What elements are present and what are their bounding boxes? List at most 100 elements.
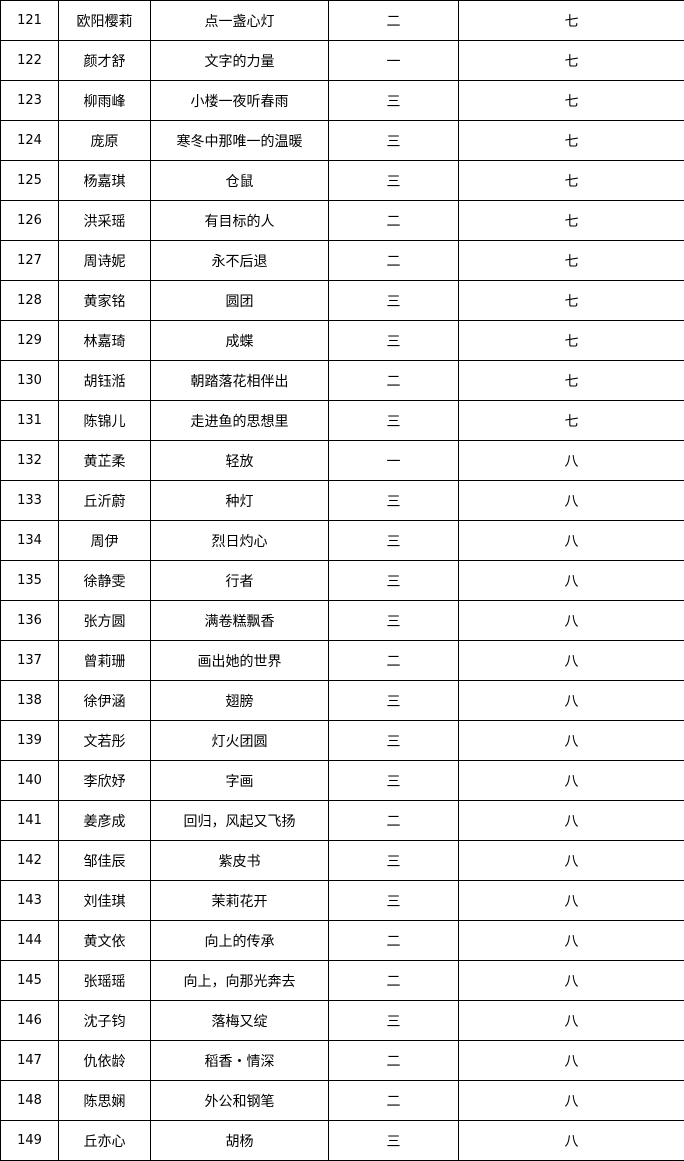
group-cell: 八 <box>458 800 684 841</box>
table-row: 121 欧阳樱莉 点一盏心灯二七 <box>0 0 684 41</box>
group-cell: 八 <box>458 840 684 881</box>
group-cell: 八 <box>458 880 684 921</box>
table-row: 145 张瑶瑶 向上，向那光奔去二八 <box>0 960 684 1001</box>
name-cell: 徐伊涵 <box>58 680 151 721</box>
number-cell: 127 <box>0 240 59 281</box>
grade-cell: 三 <box>328 560 459 601</box>
number-cell: 137 <box>0 640 59 681</box>
group-cell: 七 <box>458 320 684 361</box>
table-row: 140 李欣妤 字画三八 <box>0 760 684 801</box>
title-cell: 轻放 <box>150 440 329 481</box>
grade-cell: 二 <box>328 640 459 681</box>
grade-cell: 二 <box>328 200 459 241</box>
title-cell: 紫皮书 <box>150 840 329 881</box>
number-cell: 121 <box>0 0 59 41</box>
grade-cell: 三 <box>328 480 459 521</box>
number-cell: 136 <box>0 600 59 641</box>
table-row: 143 刘佳琪 茉莉花开三八 <box>0 880 684 921</box>
table-row: 137 曾莉珊 画出她的世界二八 <box>0 640 684 681</box>
number-cell: 128 <box>0 280 59 321</box>
grade-cell: 三 <box>328 280 459 321</box>
title-cell: 回归，风起又飞扬 <box>150 800 329 841</box>
table-row: 129 林嘉琦 成蝶三七 <box>0 320 684 361</box>
title-cell: 仓鼠 <box>150 160 329 201</box>
group-cell: 八 <box>458 680 684 721</box>
grade-cell: 三 <box>328 1000 459 1041</box>
grade-cell: 三 <box>328 720 459 761</box>
title-cell: 有目标的人 <box>150 200 329 241</box>
grade-cell: 三 <box>328 320 459 361</box>
name-cell: 丘亦心 <box>58 1120 151 1161</box>
name-cell: 曾莉珊 <box>58 640 151 681</box>
name-cell: 胡钰湉 <box>58 360 151 401</box>
title-cell: 小楼一夜听春雨 <box>150 80 329 121</box>
table-row: 147 仇依龄 稻香・情深二八 <box>0 1040 684 1081</box>
group-cell: 八 <box>458 1120 684 1161</box>
grade-cell: 二 <box>328 800 459 841</box>
name-cell: 张瑶瑶 <box>58 960 151 1001</box>
grade-cell: 三 <box>328 840 459 881</box>
number-cell: 129 <box>0 320 59 361</box>
group-cell: 八 <box>458 440 684 481</box>
title-cell: 寒冬中那唯一的温暖 <box>150 120 329 161</box>
group-cell: 七 <box>458 200 684 241</box>
number-cell: 125 <box>0 160 59 201</box>
title-cell: 走进鱼的思想里 <box>150 400 329 441</box>
group-cell: 七 <box>458 400 684 441</box>
table-row: 146 沈子钧 落梅又绽三八 <box>0 1000 684 1041</box>
table-row: 132 黄芷柔 轻放一八 <box>0 440 684 481</box>
table-row: 122 颜才舒 文字的力量一七 <box>0 40 684 81</box>
grade-cell: 二 <box>328 1040 459 1081</box>
name-cell: 姜彦成 <box>58 800 151 841</box>
number-cell: 122 <box>0 40 59 81</box>
name-cell: 沈子钧 <box>58 1000 151 1041</box>
title-cell: 文字的力量 <box>150 40 329 81</box>
name-cell: 刘佳琪 <box>58 880 151 921</box>
number-cell: 126 <box>0 200 59 241</box>
number-cell: 135 <box>0 560 59 601</box>
title-cell: 外公和钢笔 <box>150 1080 329 1121</box>
group-cell: 八 <box>458 560 684 601</box>
table-row: 136 张方圆 满卷糕飘香三八 <box>0 600 684 641</box>
name-cell: 李欣妤 <box>58 760 151 801</box>
title-cell: 烈日灼心 <box>150 520 329 561</box>
table-row: 138 徐伊涵 翅膀三八 <box>0 680 684 721</box>
table-row: 134 周伊 烈日灼心三八 <box>0 520 684 561</box>
number-cell: 123 <box>0 80 59 121</box>
group-cell: 八 <box>458 640 684 681</box>
number-cell: 149 <box>0 1120 59 1161</box>
group-cell: 八 <box>458 760 684 801</box>
table-row: 125 杨嘉琪 仓鼠三七 <box>0 160 684 201</box>
group-cell: 七 <box>458 40 684 81</box>
title-cell: 向上，向那光奔去 <box>150 960 329 1001</box>
group-cell: 七 <box>458 280 684 321</box>
title-cell: 满卷糕飘香 <box>150 600 329 641</box>
group-cell: 七 <box>458 80 684 121</box>
name-cell: 柳雨峰 <box>58 80 151 121</box>
table-row: 124 庞原 寒冬中那唯一的温暖三七 <box>0 120 684 161</box>
name-cell: 庞原 <box>58 120 151 161</box>
number-cell: 130 <box>0 360 59 401</box>
table-row: 144 黄文依 向上的传承二八 <box>0 920 684 961</box>
grade-cell: 一 <box>328 440 459 481</box>
name-cell: 张方圆 <box>58 600 151 641</box>
title-cell: 稻香・情深 <box>150 1040 329 1081</box>
grade-cell: 三 <box>328 520 459 561</box>
table-row: 128 黄家铭 圆团三七 <box>0 280 684 321</box>
number-cell: 142 <box>0 840 59 881</box>
name-cell: 欧阳樱莉 <box>58 0 151 41</box>
number-cell: 144 <box>0 920 59 961</box>
name-cell: 徐静雯 <box>58 560 151 601</box>
title-cell: 朝踏落花相伴出 <box>150 360 329 401</box>
group-cell: 八 <box>458 1000 684 1041</box>
name-cell: 陈锦儿 <box>58 400 151 441</box>
number-cell: 146 <box>0 1000 59 1041</box>
group-cell: 七 <box>458 0 684 41</box>
number-cell: 141 <box>0 800 59 841</box>
grade-cell: 三 <box>328 120 459 161</box>
grade-cell: 三 <box>328 680 459 721</box>
name-cell: 文若彤 <box>58 720 151 761</box>
number-cell: 143 <box>0 880 59 921</box>
grade-cell: 二 <box>328 360 459 401</box>
